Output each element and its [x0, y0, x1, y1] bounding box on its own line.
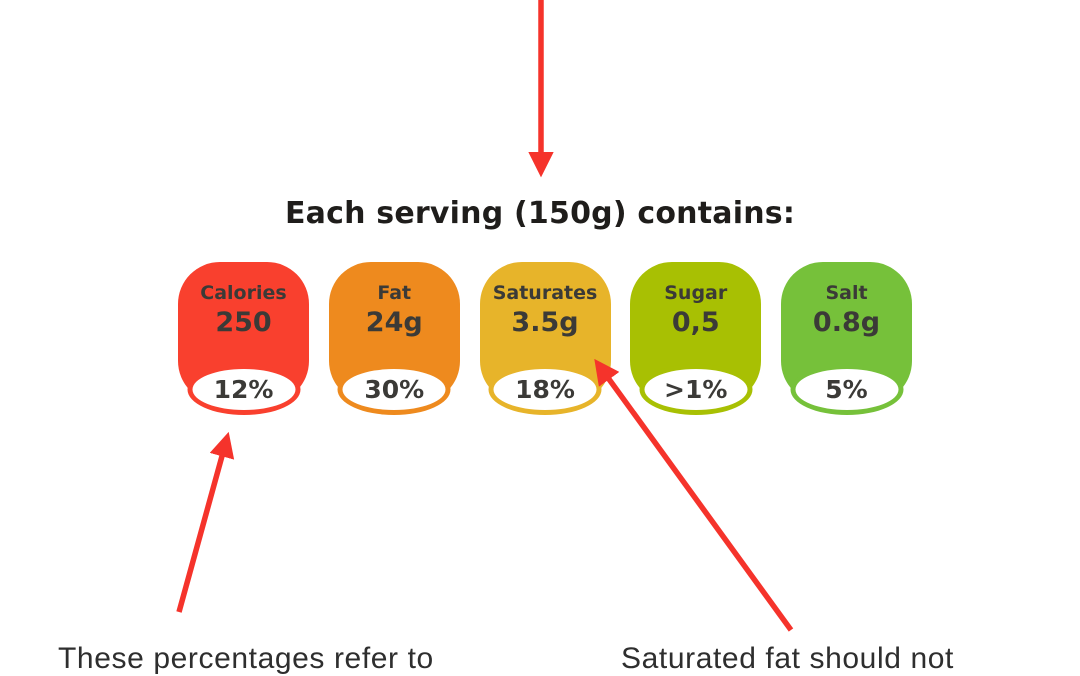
badge-value: 24g	[365, 306, 423, 338]
badge-percent-oval: 12%	[187, 364, 300, 415]
badge-percent-oval: >1%	[639, 364, 753, 415]
badge-percent: 18%	[515, 375, 575, 404]
badge-label: Salt	[825, 282, 868, 304]
badge-percent-oval: 18%	[488, 364, 602, 415]
badge-sugar: Sugar 0,5 >1%	[630, 262, 762, 415]
badge-label: Sugar	[664, 282, 728, 304]
badge-saturates: Saturates 3.5g 18%	[479, 262, 611, 415]
badge-label: Calories	[200, 282, 287, 304]
badge-value: 0,5	[671, 306, 720, 338]
badge-percent-oval: 30%	[337, 364, 451, 415]
badge-value: 3.5g	[511, 306, 579, 338]
badge-calories: Calories 250 12%	[178, 262, 309, 415]
badge-value: 0.8g	[812, 306, 881, 338]
badge-percent-oval: 5%	[790, 364, 903, 415]
badge-label: Fat	[377, 282, 412, 304]
badge-value: 250	[215, 306, 272, 338]
badge-percent: >1%	[664, 375, 728, 404]
badge-fat: Fat 24g 30%	[328, 262, 460, 415]
nutrition-badge-row: Calories 250 12% Fat 24g 30% Saturates 3…	[178, 262, 912, 415]
badge-percent: 5%	[825, 375, 868, 404]
caption-saturated-fat: Saturated fat should not	[621, 642, 954, 675]
badge-salt: Salt 0.8g 5%	[781, 262, 912, 415]
badge-percent: 30%	[364, 375, 425, 404]
badge-label: Saturates	[492, 282, 598, 304]
caption-percentages: These percentages refer to	[58, 642, 434, 675]
page-title: Each serving (150g) contains:	[284, 196, 796, 231]
arrow-to-calories-percent-icon	[176, 431, 235, 613]
badge-percent: 12%	[213, 375, 274, 404]
